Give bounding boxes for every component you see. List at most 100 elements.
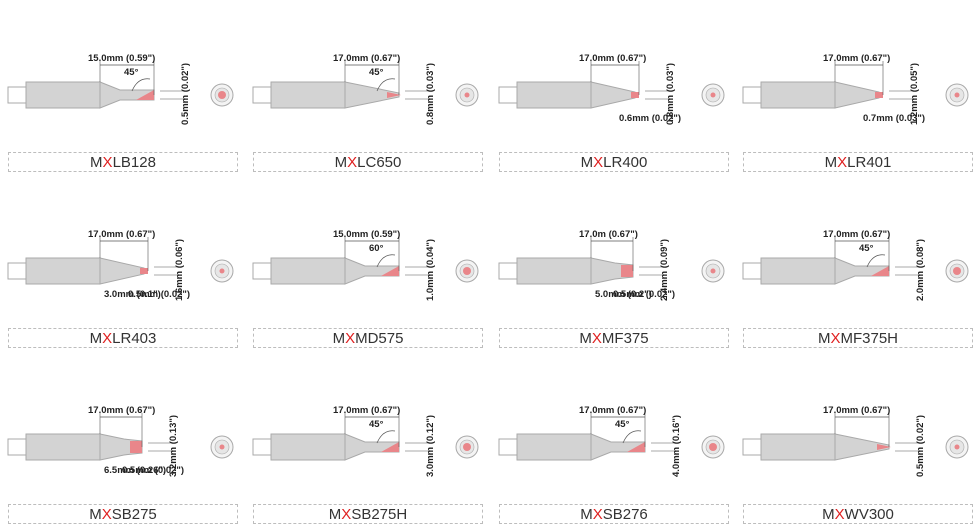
diameter-label: 1.6mm (0.06") <box>174 239 185 301</box>
model-prefix: M <box>580 154 594 171</box>
length-label: 17.0mm (0.67") <box>823 53 890 64</box>
length-label: 17.0mm (0.67") <box>88 405 155 416</box>
tip-card: 17.0mm (0.67") 1.2mm (0.05") 0.7mm (0.03")… <box>739 0 975 172</box>
model-prefix: M <box>90 154 103 171</box>
model-suffix: SB275H <box>351 506 408 523</box>
length-label: 17.0mm (0.67") <box>823 405 890 416</box>
diameter-label: 2.0mm (0.08") <box>915 239 926 301</box>
end-view-tip-dot <box>954 444 960 450</box>
shank-end <box>742 262 762 280</box>
diameter-label: 1.0mm (0.04") <box>425 239 436 301</box>
end-view-tip-dot <box>464 92 470 98</box>
diameter-label: 3.2mm (0.13") <box>168 415 179 477</box>
model-suffix: LR400 <box>603 154 648 171</box>
tip-drawing: 17.0mm (0.67") 0.8mm (0.03")0.6mm (0.02") <box>498 53 725 125</box>
model-name-label: MXSB275 <box>8 504 238 524</box>
tip-body <box>270 433 346 461</box>
model-suffix: LR401 <box>847 154 892 171</box>
angle-arc <box>131 78 151 92</box>
tip-card: 15.0mm (0.59") 60° 1.0mm (0.04") MXMD575 <box>249 176 485 348</box>
flat-length-label: 6.5mm (0.26") <box>104 465 166 476</box>
model-prefix: M <box>817 330 831 347</box>
diameter-label: 0.5mm (0.02") <box>180 63 191 125</box>
angle-arc <box>866 254 886 268</box>
length-label: 17.0m (0.67") <box>579 229 638 240</box>
end-view-tip-dot <box>954 92 960 98</box>
length-label: 17.0mm (0.67") <box>333 405 400 416</box>
tip-drawing: 17.0m (0.67") 2.4mm (0.09")0.5mm (0.02")5… <box>498 229 725 301</box>
model-prefix: M <box>89 506 102 523</box>
model-name-label: MXMF375 <box>499 328 729 348</box>
tip-working-end <box>871 266 889 276</box>
model-highlight-letter: X <box>837 154 848 171</box>
shank-end <box>7 262 27 280</box>
angle-label: 60° <box>369 243 384 254</box>
tip-working-end <box>875 92 883 98</box>
angle-arc <box>376 254 396 268</box>
tip-card: 17.0mm (0.67") 45° 3.0mm (0.12") MXSB275H <box>249 352 485 524</box>
diameter-label: 0.8mm (0.03") <box>665 63 676 125</box>
diameter-label: 1.2mm (0.05") <box>909 63 920 125</box>
model-name-label: MXSB275H <box>253 504 483 524</box>
model-name-label: MXLC650 <box>253 152 483 172</box>
tip-taper <box>99 257 145 285</box>
tip-working-end <box>387 92 401 98</box>
end-width-label: 0.7mm (0.03") <box>863 113 925 124</box>
tip-working-end <box>136 90 154 100</box>
shank-end <box>252 438 272 456</box>
angle-arc <box>376 78 396 92</box>
tip-working-end <box>631 92 639 98</box>
model-prefix: M <box>334 154 348 171</box>
tip-drawing: 15.0mm (0.59") 60° 1.0mm (0.04") <box>252 229 479 301</box>
model-highlight-letter: X <box>345 330 356 347</box>
model-name-label: MXMD575 <box>253 328 483 348</box>
model-name-label: MXMF375H <box>743 328 973 348</box>
model-name-label: MXLR401 <box>743 152 973 172</box>
model-name-label: MXLR400 <box>499 152 729 172</box>
tip-body <box>516 257 592 285</box>
tip-card: 17.0mm (0.67") 1.6mm (0.06") 0.5mm (0.02")… <box>4 176 240 348</box>
model-prefix: M <box>332 330 346 347</box>
model-suffix: LB128 <box>112 154 156 171</box>
end-view-tip-dot <box>463 443 471 451</box>
tip-card: 15.0mm (0.59") 45° 0.5mm (0.02") MXLB128 <box>4 0 240 172</box>
tip-taper <box>590 81 636 109</box>
end-view-tip-dot <box>219 268 225 274</box>
shank-end <box>742 86 762 104</box>
tip-card: 17.0mm (0.67") 45° 0.8mm (0.03") MXLC650 <box>249 0 485 172</box>
diameter-label: 2.4mm (0.09") <box>659 239 670 301</box>
shank-end <box>252 86 272 104</box>
diameter-label: 0.8mm (0.03") <box>425 63 436 125</box>
model-highlight-letter: X <box>102 154 113 171</box>
flat-length-label: 3.0mm (0.1") <box>104 289 161 300</box>
end-view-tip-dot <box>219 444 225 450</box>
model-name-label: MXWV300 <box>743 504 973 524</box>
model-suffix: WV300 <box>844 506 894 523</box>
model-highlight-letter: X <box>593 154 604 171</box>
tip-body <box>25 257 101 285</box>
angle-label: 45° <box>615 419 630 430</box>
length-label: 15.0mm (0.59") <box>88 53 155 64</box>
tip-working-end <box>140 268 148 274</box>
end-view-tip-dot <box>953 267 961 275</box>
angle-arc <box>622 430 642 444</box>
end-width-label: 0.6mm (0.02") <box>619 113 681 124</box>
tip-drawing: 17.0mm (0.67") 45° 3.0mm (0.12") <box>252 405 479 477</box>
tip-drawing: 17.0mm (0.67") 45° 4.0mm (0.16") <box>498 405 725 477</box>
tip-body <box>760 81 836 109</box>
model-highlight-letter: X <box>830 330 841 347</box>
diameter-label: 4.0mm (0.16") <box>671 415 682 477</box>
end-view-tip-dot <box>463 267 471 275</box>
shank-end <box>498 438 518 456</box>
tip-body <box>516 433 592 461</box>
tip-body <box>760 257 836 285</box>
model-prefix: M <box>824 154 838 171</box>
angle-label: 45° <box>369 67 384 78</box>
tip-working-end <box>877 444 891 450</box>
angle-label: 45° <box>124 67 139 78</box>
tip-drawing: 17.0mm (0.67") 1.6mm (0.06")0.5mm (0.02")… <box>7 229 234 301</box>
tip-drawing: 17.0mm (0.67") 1.2mm (0.05")0.7mm (0.03") <box>742 53 969 125</box>
shank-end <box>7 438 27 456</box>
model-name-label: MXSB276 <box>499 504 729 524</box>
model-prefix: M <box>328 506 342 523</box>
